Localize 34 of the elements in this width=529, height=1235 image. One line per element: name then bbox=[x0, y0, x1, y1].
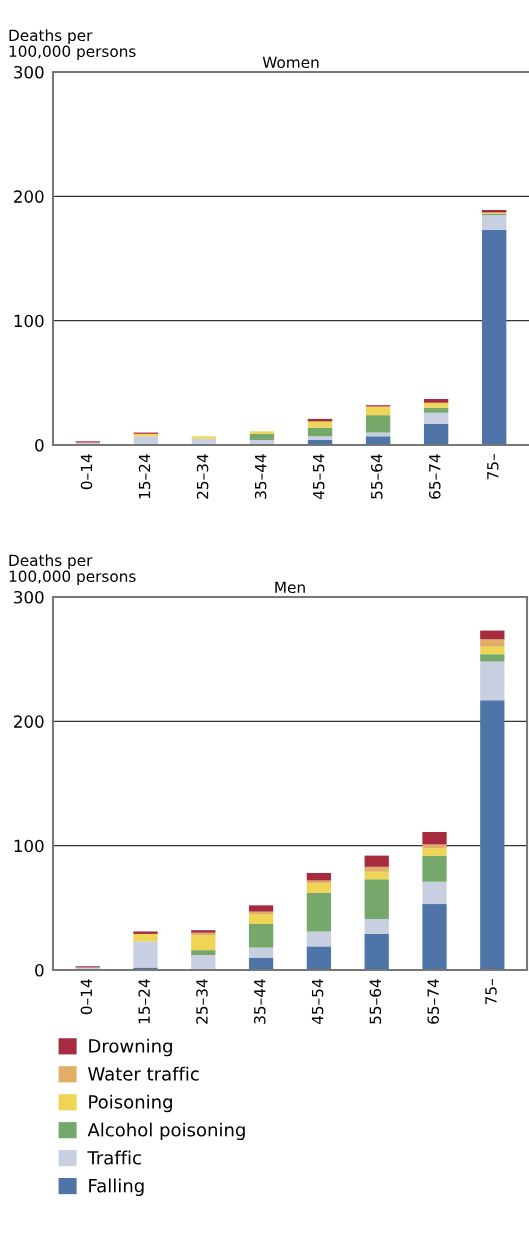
x-tick-label: 25–34 bbox=[196, 454, 209, 499]
x-tick-label: 75– bbox=[485, 979, 497, 1005]
x-tick-label: 65–74 bbox=[427, 979, 439, 1024]
x-tick-label: 45–54 bbox=[313, 454, 325, 500]
x-tick-label: 55–64 bbox=[370, 454, 383, 499]
chart-title: Men bbox=[275, 581, 305, 594]
legend-label: Falling bbox=[89, 1178, 144, 1197]
y-axis-title: Deaths per 100,000 persons bbox=[9, 554, 136, 585]
chart-title: Women bbox=[262, 56, 319, 69]
legend-label: Poisoning bbox=[89, 1094, 172, 1113]
legend-label: Drowning bbox=[89, 1038, 172, 1057]
x-tick-label: 15–24 bbox=[138, 979, 150, 1024]
legend-label: Water traffic bbox=[88, 1066, 199, 1081]
y-tick-label: 100 bbox=[14, 314, 44, 328]
x-tick-label: 0–14 bbox=[80, 979, 93, 1015]
legend-label: Traffic bbox=[87, 1150, 141, 1165]
x-tick-label: 15–24 bbox=[138, 454, 151, 499]
y-tick-label: 100 bbox=[14, 839, 44, 853]
y-tick-label: 200 bbox=[14, 715, 44, 728]
legend-label: Alcohol poisoning bbox=[87, 1122, 245, 1141]
x-tick-label: 35–44 bbox=[254, 454, 267, 499]
y-axis-title: Deaths per 100,000 persons bbox=[9, 29, 136, 60]
y-tick-label: 200 bbox=[14, 190, 44, 203]
x-tick-label: 65–74 bbox=[429, 454, 441, 499]
y-tick-label: 300 bbox=[14, 65, 44, 79]
x-tick-label: 75– bbox=[487, 454, 499, 480]
y-tick-label: 300 bbox=[14, 590, 44, 604]
x-tick-label: 45–54 bbox=[311, 979, 324, 1025]
x-tick-label: 35–44 bbox=[253, 979, 266, 1024]
y-tick-label: 0 bbox=[35, 963, 44, 977]
y-tick-label: 0 bbox=[35, 438, 44, 452]
x-tick-label: 55–64 bbox=[369, 979, 382, 1024]
x-tick-label: 0–14 bbox=[80, 454, 93, 490]
x-tick-label: 25–34 bbox=[196, 979, 208, 1024]
